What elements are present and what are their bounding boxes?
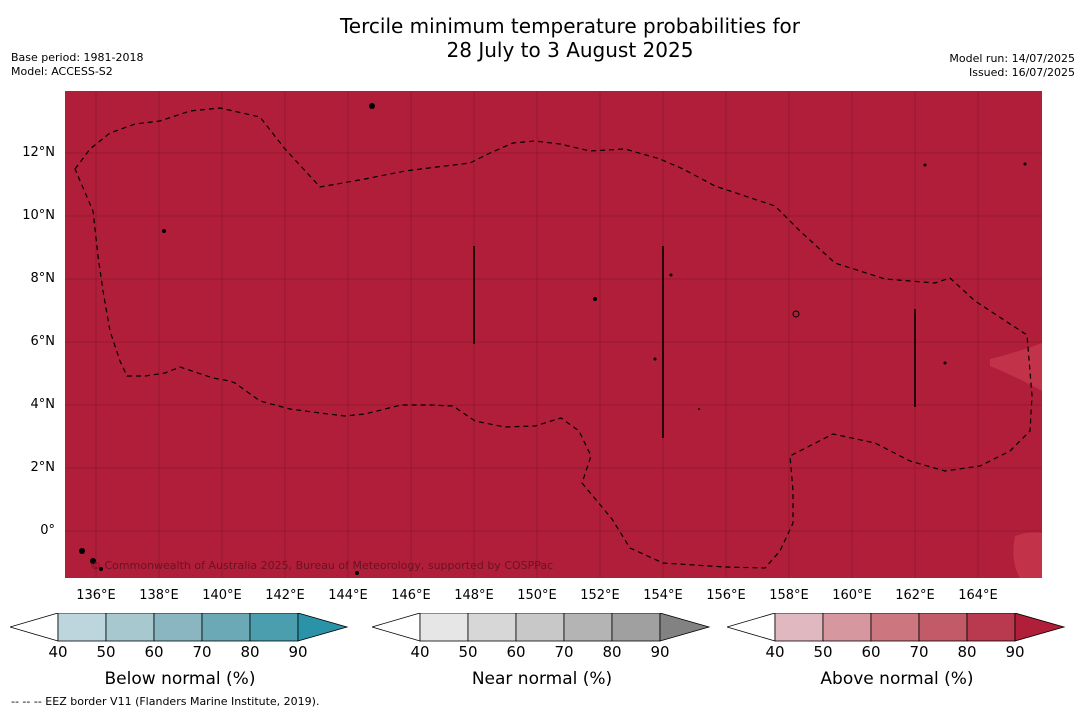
tick-above-40: 40 bbox=[765, 643, 785, 661]
title-line-2: 28 July to 3 August 2025 bbox=[446, 38, 694, 62]
swatch-below-max bbox=[297, 613, 349, 642]
tick-near-70: 70 bbox=[554, 643, 574, 661]
islands bbox=[79, 103, 1027, 575]
lat-label-0: 0° bbox=[40, 523, 55, 538]
swatch-near-50 bbox=[419, 613, 469, 642]
lon-label-152e: 152°E bbox=[580, 588, 620, 603]
lat-label-2n: 2°N bbox=[30, 460, 56, 475]
lat-label-6n: 6°N bbox=[30, 334, 56, 349]
swatch-above-50 bbox=[774, 613, 824, 642]
tick-below-90: 90 bbox=[288, 643, 308, 661]
lat-label-4n: 4°N bbox=[30, 397, 56, 412]
swatch-near-90 bbox=[611, 613, 661, 642]
colorbar-near-label: Near normal (%) bbox=[471, 669, 613, 689]
lon-label-158e: 158°E bbox=[769, 588, 809, 603]
tick-above-60: 60 bbox=[861, 643, 881, 661]
graticule bbox=[65, 91, 1042, 578]
tick-near-90: 90 bbox=[650, 643, 670, 661]
lon-label-160e: 160°E bbox=[832, 588, 872, 603]
tick-above-70: 70 bbox=[909, 643, 929, 661]
colorbar-above-swatches bbox=[727, 613, 1066, 642]
tick-above-90: 90 bbox=[1005, 643, 1025, 661]
lon-label-140e: 140°E bbox=[202, 588, 242, 603]
lon-label-164e: 164°E bbox=[958, 588, 998, 603]
tick-below-50: 50 bbox=[96, 643, 116, 661]
lat-label-10n: 10°N bbox=[22, 208, 55, 223]
lon-label-138e: 138°E bbox=[139, 588, 179, 603]
eez-footnote: -- -- -- EEZ border V11 (Flanders Marine… bbox=[11, 695, 320, 708]
base-period: Base period: 1981-2018 bbox=[11, 51, 144, 64]
issued-date: Issued: 16/07/2025 bbox=[968, 66, 1075, 79]
swatch-above-80 bbox=[918, 613, 968, 642]
tick-above-50: 50 bbox=[813, 643, 833, 661]
shade-patch-east bbox=[990, 343, 1042, 391]
lon-label-154e: 154°E bbox=[643, 588, 683, 603]
swatch-below-90 bbox=[249, 613, 299, 642]
lon-label-150e: 150°E bbox=[517, 588, 557, 603]
swatch-below-70 bbox=[153, 613, 203, 642]
swatch-below-80 bbox=[201, 613, 251, 642]
colorbar-below-label: Below normal (%) bbox=[104, 669, 256, 689]
lon-label-162e: 162°E bbox=[895, 588, 935, 603]
eez-border bbox=[74, 107, 1033, 569]
lon-label-144e: 144°E bbox=[328, 588, 368, 603]
tick-near-80: 80 bbox=[602, 643, 622, 661]
map-layer bbox=[65, 91, 1042, 578]
swatch-above-90 bbox=[966, 613, 1016, 642]
tick-above-80: 80 bbox=[957, 643, 977, 661]
lon-label-148e: 148°E bbox=[454, 588, 494, 603]
colorbar-near-swatches bbox=[372, 613, 711, 642]
meta-left: Base period: 1981-2018 Model: ACCESS-S2 bbox=[11, 51, 143, 79]
colorbar-below-swatches bbox=[10, 613, 349, 642]
swatch-near-max bbox=[659, 613, 711, 642]
swatch-below-50 bbox=[57, 613, 107, 642]
model-run: Model run: 14/07/2025 bbox=[949, 52, 1075, 65]
tick-below-40: 40 bbox=[48, 643, 68, 661]
probability-map[interactable]: © Commonwealth of Australia 2025, Bureau… bbox=[65, 91, 1042, 578]
page-title: Tercile minimum temperature probabilitie… bbox=[0, 14, 1085, 62]
lon-label-156e: 156°E bbox=[706, 588, 746, 603]
meta-right: Model run: 14/07/2025 Issued: 16/07/2025 bbox=[949, 52, 1075, 80]
swatch-near-80 bbox=[563, 613, 613, 642]
swatch-near-60 bbox=[467, 613, 517, 642]
lon-label-136e: 136°E bbox=[76, 588, 116, 603]
lon-label-142e: 142°E bbox=[265, 588, 305, 603]
title-line-1: Tercile minimum temperature probabilitie… bbox=[339, 14, 801, 38]
tick-below-70: 70 bbox=[192, 643, 212, 661]
swatch-near-70 bbox=[515, 613, 565, 642]
tick-below-80: 80 bbox=[240, 643, 260, 661]
tick-near-50: 50 bbox=[458, 643, 478, 661]
lat-label-8n: 8°N bbox=[30, 271, 56, 286]
tick-below-60: 60 bbox=[144, 643, 164, 661]
lat-label-12n: 12°N bbox=[22, 145, 55, 160]
swatch-above-max bbox=[1014, 613, 1066, 642]
lon-label-146e: 146°E bbox=[391, 588, 431, 603]
swatch-above-70 bbox=[870, 613, 920, 642]
colorbar-above-label: Above normal (%) bbox=[820, 669, 974, 689]
swatch-above-60 bbox=[822, 613, 872, 642]
copyright-notice: © Commonwealth of Australia 2025, Bureau… bbox=[90, 559, 554, 572]
colorbar-below-normal: 40 50 60 70 80 90 Below normal (%) bbox=[10, 613, 350, 689]
colorbar-above-normal: 40 50 60 70 80 90 Above normal (%) bbox=[727, 613, 1067, 689]
model-name: Model: ACCESS-S2 bbox=[11, 65, 113, 78]
meridian-segments bbox=[473, 246, 916, 438]
colorbar-near-normal: 40 50 60 70 80 90 Near normal (%) bbox=[372, 613, 712, 689]
shade-patch-southeast bbox=[1013, 532, 1042, 578]
tick-near-60: 60 bbox=[506, 643, 526, 661]
swatch-below-60 bbox=[105, 613, 155, 642]
tick-near-40: 40 bbox=[410, 643, 430, 661]
